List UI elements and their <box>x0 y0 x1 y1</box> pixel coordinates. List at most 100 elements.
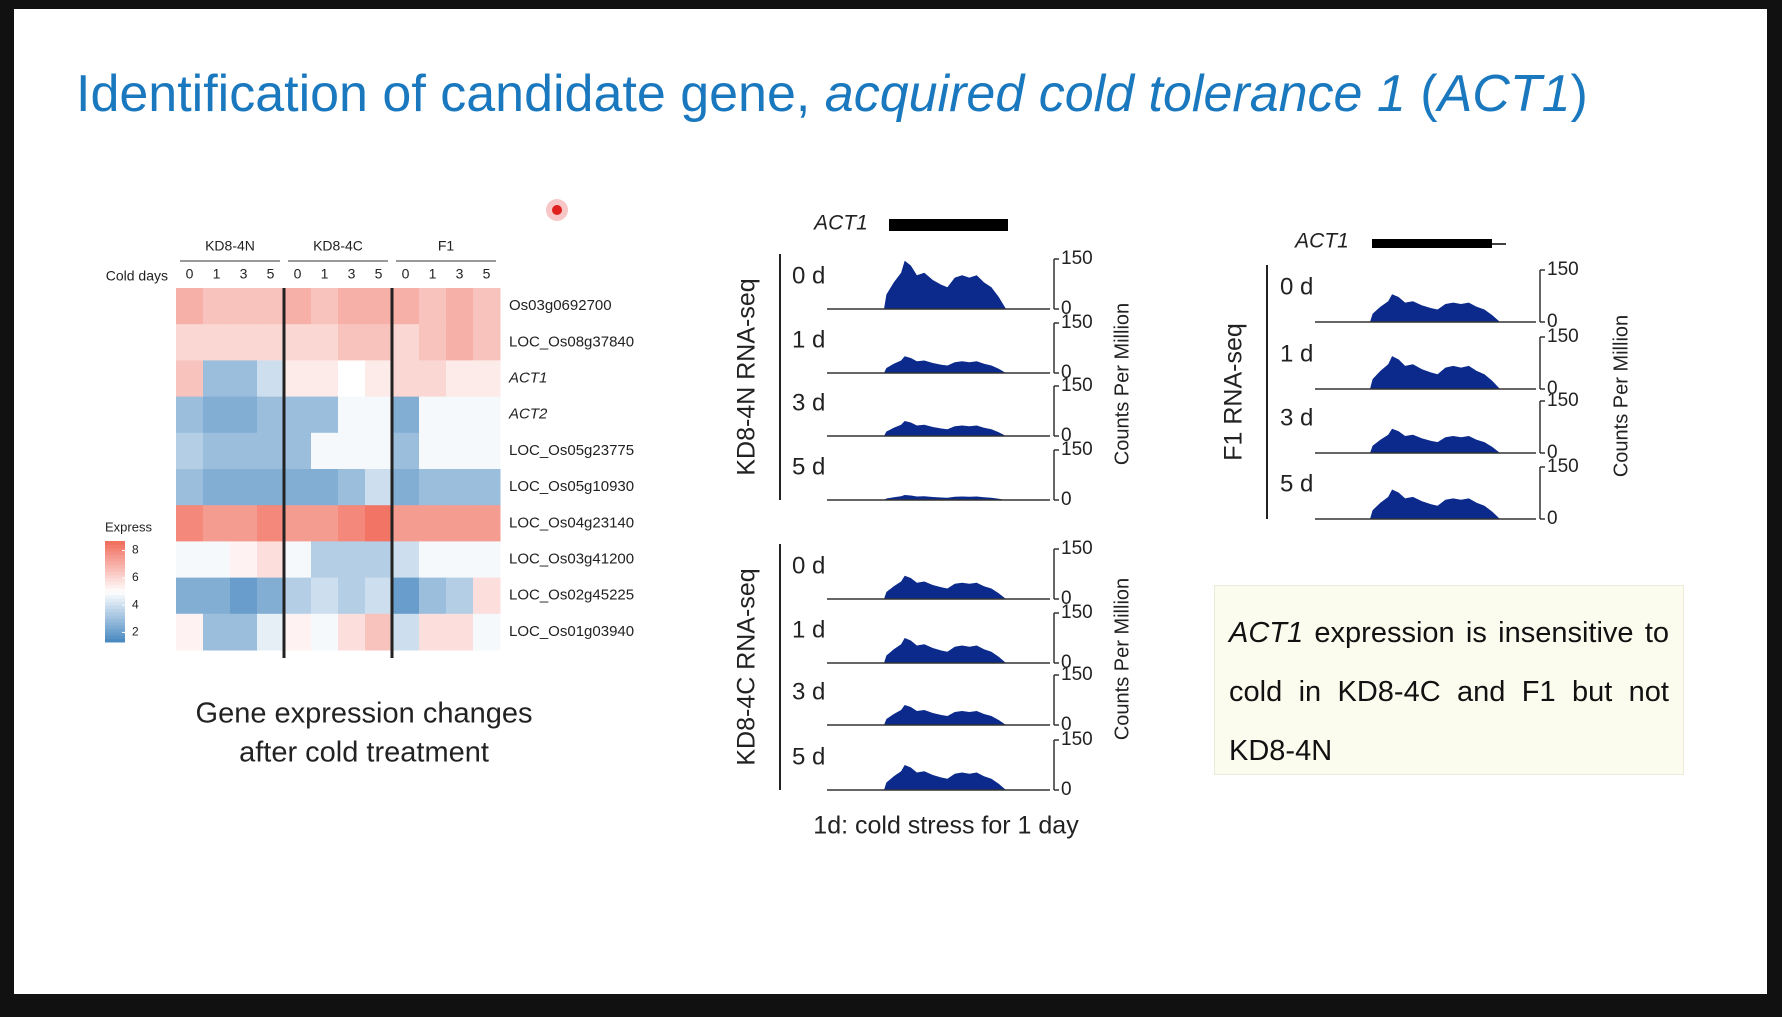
slide-title: Identification of candidate gene, acquir… <box>76 65 1588 123</box>
legend-swatch <box>105 578 125 582</box>
heatmap-cell <box>203 396 231 434</box>
track-tick-label: 0 <box>1547 442 1558 463</box>
day-label: 3 <box>240 266 248 282</box>
heatmap-cell <box>203 288 231 325</box>
heatmap-cell <box>419 613 447 651</box>
heatmap-cell <box>338 396 366 434</box>
heatmap-cell <box>365 505 393 542</box>
track-tick-label: 150 <box>1061 729 1093 750</box>
legend-swatch <box>105 551 125 555</box>
legend-swatch <box>105 608 125 613</box>
gene-label: LOC_Os04g23140 <box>509 514 634 531</box>
legend-swatch <box>105 591 125 596</box>
gene-label: ACT1 <box>508 369 547 386</box>
heatmap-cell <box>284 432 312 470</box>
heatmap-cell <box>230 396 258 434</box>
heatmap-cell <box>392 469 420 506</box>
heatmap-cell <box>284 288 312 325</box>
heatmap-cell <box>473 505 501 542</box>
day-label: 3 <box>348 266 356 282</box>
cursor-dot <box>552 205 562 215</box>
heatmap-cell <box>257 505 285 542</box>
heatmap-cell <box>365 469 393 506</box>
track-tick-label: 150 <box>1061 248 1093 269</box>
heatmap-caption: Gene expression changes <box>196 698 533 730</box>
heatmap-cell <box>176 360 204 398</box>
legend-swatch <box>105 544 125 549</box>
heatmap-cell <box>230 613 258 651</box>
heatmap-cell <box>419 396 447 434</box>
heatmap-cell <box>419 469 447 506</box>
row-header: Cold days <box>106 268 168 284</box>
gene-model <box>889 219 1008 231</box>
track-tick-label: 0 <box>1061 652 1072 673</box>
coverage <box>1370 356 1500 389</box>
heatmap-cell <box>419 505 447 542</box>
heatmap-cell <box>284 469 312 506</box>
gene-name: ACT1 <box>1293 230 1349 253</box>
heatmap-cell <box>446 505 474 542</box>
gene-label: ACT2 <box>508 406 548 423</box>
day-label: 5 <box>483 266 491 282</box>
heatmap-cell <box>257 396 285 434</box>
track-tick-label: 0 <box>1061 779 1072 800</box>
heatmap-cell <box>203 324 231 361</box>
heatmap-cell <box>311 541 339 579</box>
legend-swatch <box>105 574 125 579</box>
title-segment: ) <box>1571 65 1588 123</box>
heatmap-cell <box>338 613 366 651</box>
track-tick-label: 0 <box>1061 425 1072 446</box>
legend-swatch <box>105 601 125 606</box>
coverage <box>884 705 1006 725</box>
tracks-caption: 1d: cold stress for 1 day <box>813 812 1079 840</box>
coverage <box>1370 428 1500 453</box>
heatmap-cell <box>392 541 420 579</box>
heatmap-cell <box>338 577 366 615</box>
heatmap-cell <box>446 288 474 325</box>
heatmap-cell <box>257 613 285 651</box>
day-label: 1 <box>321 266 329 282</box>
heatmap-cell <box>338 505 366 542</box>
heatmap-cell <box>176 469 204 506</box>
heatmap-cell <box>338 288 366 325</box>
gene-label: LOC_Os05g23775 <box>509 442 634 459</box>
title-segment: ( <box>1406 65 1438 123</box>
heatmap-cell <box>365 432 393 470</box>
group-label: KD8-4C <box>313 238 363 254</box>
track-tick-label: 0 <box>1547 378 1558 399</box>
heatmap-cell <box>257 288 285 325</box>
day-label: 5 <box>375 266 383 282</box>
panel-label: KD8-4C RNA-seq <box>733 568 761 765</box>
heatmap-cell <box>473 613 501 651</box>
heatmap-cell <box>365 324 393 361</box>
day-label: 1 d <box>1280 340 1313 367</box>
heatmap-cell <box>365 288 393 325</box>
legend-swatch <box>105 584 125 589</box>
track-tick-label: 150 <box>1547 326 1579 347</box>
heatmap-cell <box>392 432 420 470</box>
gene-label: LOC_Os02g45225 <box>509 587 634 604</box>
heatmap-cell <box>365 613 393 651</box>
legend-swatch <box>105 571 125 576</box>
heatmap-cell <box>257 577 285 615</box>
heatmap-cell <box>473 432 501 470</box>
legend-swatch <box>105 635 125 640</box>
heatmap-cell <box>365 360 393 398</box>
heatmap-cell <box>284 360 312 398</box>
day-label: 5 d <box>792 453 825 480</box>
heatmap-cell <box>203 613 231 651</box>
heatmap-cell <box>338 324 366 361</box>
track-tick-label: 150 <box>1547 259 1579 280</box>
day-label: 5 d <box>792 743 825 770</box>
legend-swatch <box>105 567 125 572</box>
legend-swatch <box>105 554 125 559</box>
heatmap-cell <box>473 541 501 579</box>
day-label: 0 <box>294 266 302 282</box>
heatmap-cell <box>230 324 258 361</box>
legend-swatch <box>105 618 125 623</box>
legend-swatch <box>105 631 125 636</box>
heatmap-cell <box>284 396 312 434</box>
title-segment: Identification of candidate gene, <box>76 65 825 123</box>
legend-tick-label: 4 <box>132 597 139 611</box>
